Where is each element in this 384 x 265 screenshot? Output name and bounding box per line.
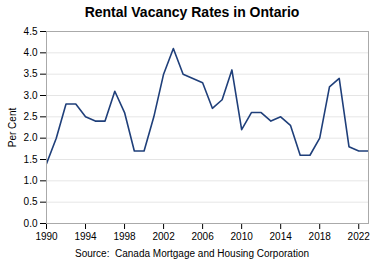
svg-text:1998: 1998 [113,231,136,242]
svg-text:0.5: 0.5 [24,196,38,207]
svg-text:3.5: 3.5 [24,68,38,79]
svg-text:2002: 2002 [152,231,175,242]
svg-text:Per Cent: Per Cent [7,108,18,148]
svg-text:1994: 1994 [74,231,97,242]
svg-text:1990: 1990 [35,231,58,242]
svg-text:2010: 2010 [231,231,254,242]
svg-text:2.0: 2.0 [24,132,38,143]
svg-text:2014: 2014 [270,231,293,242]
svg-text:1.5: 1.5 [24,154,38,165]
svg-text:0.0: 0.0 [24,218,38,229]
svg-text:2.5: 2.5 [24,111,38,122]
svg-text:4.0: 4.0 [24,47,38,58]
svg-text:3.0: 3.0 [24,90,38,101]
svg-text:2006: 2006 [191,231,214,242]
html-text:Rental Vacancy Rates in Ontari: Rental Vacancy Rates in Ontario [84,4,300,20]
svg-text:1.0: 1.0 [24,175,38,186]
html-text:Source: Canada Mortgage and Ho: Source: Canada Mortgage and Housing Corp… [75,248,309,259]
svg-text:2018: 2018 [309,231,332,242]
svg-text:2022: 2022 [348,231,371,242]
svg-text:4.5: 4.5 [24,26,38,37]
